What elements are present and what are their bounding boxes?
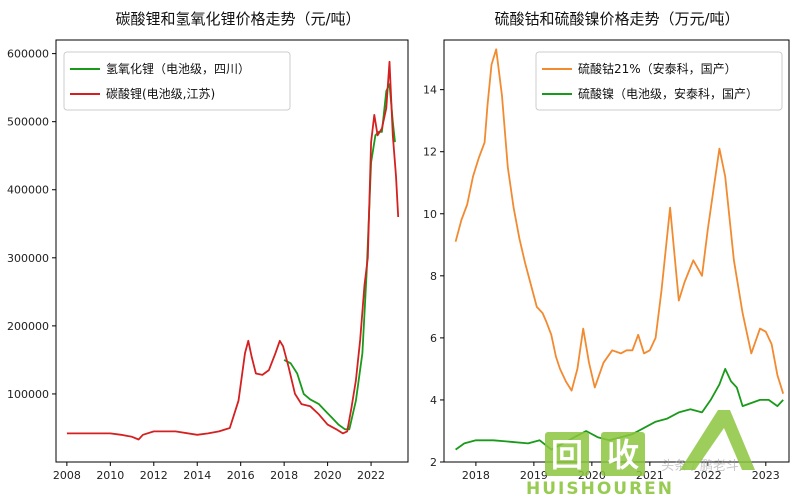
watermark-logo-box-2: [601, 432, 645, 476]
left-y-tick-label: 600000: [7, 48, 49, 61]
left-x-tick-label: 2012: [140, 469, 168, 482]
right-legend-label-nickel: 硫酸镍（电池级，安泰科，国产）: [578, 86, 758, 101]
right-legend: 硫酸钴21%（安泰科，国产） 硫酸镍（电池级，安泰科，国产）: [535, 51, 783, 111]
right-chart: 硫酸钴和硫酸镍价格走势（万元/吨） 2 4 6 8 10 12 14 2018 2019 202…: [423, 10, 790, 482]
left-y-axis-ticks: 100000 200000 300000 400000 500000 600000: [7, 48, 56, 401]
left-chart: 碳酸锂和氢氧化锂价格走势（元/吨） 100000 200000 300000 4000…: [7, 10, 409, 482]
left-x-tick-label: 2018: [270, 469, 298, 482]
right-y-tick-label: 8: [430, 270, 437, 283]
right-x-tick-label: 2022: [694, 469, 722, 482]
right-y-tick-label: 10: [423, 208, 437, 221]
left-x-tick-label: 2014: [183, 469, 211, 482]
right-y-tick-label: 14: [423, 84, 437, 97]
left-chart-title: 碳酸锂和氢氧化锂价格走势（元/吨）: [115, 10, 360, 28]
left-y-tick-label: 500000: [7, 116, 49, 129]
right-y-tick-label: 4: [430, 394, 437, 407]
watermark-logo-char-2: 收: [607, 436, 639, 474]
right-x-tick-label: 2023: [752, 469, 780, 482]
watermark-logo-box-1: [545, 432, 589, 476]
left-plot-frame: [55, 39, 409, 463]
left-legend-label-lioh: 氢氧化锂（电池级，四川）: [106, 61, 250, 76]
watermark-logo-char-1: 回: [551, 436, 583, 474]
right-legend-label-cobalt: 硫酸钴21%（安泰科，国产）: [578, 61, 737, 76]
left-series-line-1: [66, 60, 400, 441]
right-x-tick-label: 2018: [462, 469, 490, 482]
left-y-tick-label: 100000: [7, 388, 49, 401]
left-x-tick-label: 2010: [96, 469, 124, 482]
watermark: 头条 / 鹏老斗 回 收 HUISHOUREN: [526, 410, 755, 499]
right-series-lines: [454, 48, 785, 451]
right-chart-title: 硫酸钴和硫酸镍价格走势（万元/吨）: [494, 10, 739, 28]
right-series-line-0: [454, 48, 785, 394]
right-x-tick-label: 2019: [520, 469, 548, 482]
left-legend-box: [63, 51, 291, 111]
right-y-axis-ticks: 2 4 6 8 10 12 14: [423, 84, 444, 469]
left-series-lines: [66, 60, 400, 441]
left-y-tick-label: 300000: [7, 252, 49, 265]
left-x-tick-label: 2022: [357, 469, 385, 482]
left-y-tick-label: 400000: [7, 184, 49, 197]
right-series-line-1: [455, 367, 784, 451]
right-y-tick-label: 2: [430, 456, 437, 469]
watermark-person-icon: [680, 410, 755, 470]
left-x-tick-label: 2008: [53, 469, 81, 482]
left-x-axis-ticks: 2008 2010 2012 2014 2016 2018 2020 2022: [53, 462, 385, 482]
left-x-tick-label: 2020: [314, 469, 342, 482]
right-legend-box: [535, 51, 783, 111]
watermark-brand: HUISHOUREN: [526, 479, 674, 499]
right-y-tick-label: 6: [430, 332, 437, 345]
right-y-tick-label: 12: [423, 146, 437, 159]
left-series-line-0: [283, 83, 396, 431]
left-legend-label-li2co3: 碳酸锂(电池级,江苏): [106, 86, 215, 101]
left-x-tick-label: 2016: [227, 469, 255, 482]
left-y-tick-label: 200000: [7, 320, 49, 333]
left-legend: 氢氧化锂（电池级，四川） 碳酸锂(电池级,江苏): [63, 51, 291, 111]
